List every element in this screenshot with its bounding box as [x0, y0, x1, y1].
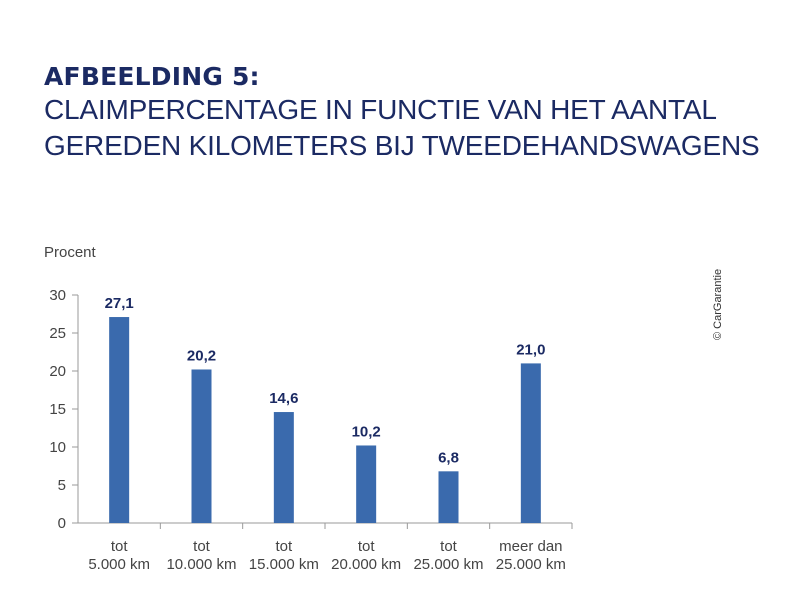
bar-value-label: 10,2: [352, 423, 381, 440]
y-tick-label: 0: [58, 515, 66, 532]
y-tick-label: 20: [49, 363, 66, 380]
x-tick-label: 15.000 km: [249, 556, 319, 573]
bar: [438, 471, 459, 523]
bar: [273, 412, 294, 523]
bar-value-label: 14,6: [269, 390, 298, 407]
x-tick-label: 25.000 km: [413, 556, 483, 573]
figure-title-line-1: CLAIMPERCENTAGE IN FUNCTIE VAN HET AANTA…: [44, 94, 717, 125]
x-tick-label: 20.000 km: [331, 556, 401, 573]
title-block: AFBEELDING 5: CLAIMPERCENTAGE IN FUNCTIE…: [44, 62, 764, 164]
y-tick-label: 10: [49, 439, 66, 456]
y-tick-label: 5: [58, 477, 66, 494]
x-tick-label: tot: [440, 538, 458, 555]
y-tick-label: 15: [49, 401, 66, 418]
bar-value-label: 20,2: [187, 347, 216, 364]
copyright-credit: © CarGarantie: [712, 268, 724, 340]
y-tick-label: 25: [49, 325, 66, 342]
figure-title-line-2: GEREDEN KILOMETERS BIJ TWEEDEHANDSWAGENS: [44, 130, 760, 161]
x-tick-label: tot: [275, 538, 293, 555]
y-tick-label: 30: [49, 287, 66, 304]
bar-value-label: 21,0: [516, 341, 545, 358]
bar: [520, 363, 541, 523]
y-axis-label: Procent: [44, 244, 97, 261]
x-tick-label: tot: [358, 538, 376, 555]
x-tick-label: tot: [193, 538, 211, 555]
x-tick-label: tot: [111, 538, 129, 555]
bar: [109, 317, 130, 523]
bar-value-label: 6,8: [438, 449, 459, 466]
figure-number: AFBEELDING 5:: [44, 62, 260, 91]
x-tick-label: meer dan: [499, 538, 562, 555]
bar: [191, 369, 212, 523]
bar-value-label: 27,1: [105, 295, 134, 312]
x-tick-label: 25.000 km: [496, 556, 566, 573]
x-tick-label: 10.000 km: [166, 556, 236, 573]
x-tick-label: 5.000 km: [88, 556, 150, 573]
bar: [356, 445, 377, 523]
